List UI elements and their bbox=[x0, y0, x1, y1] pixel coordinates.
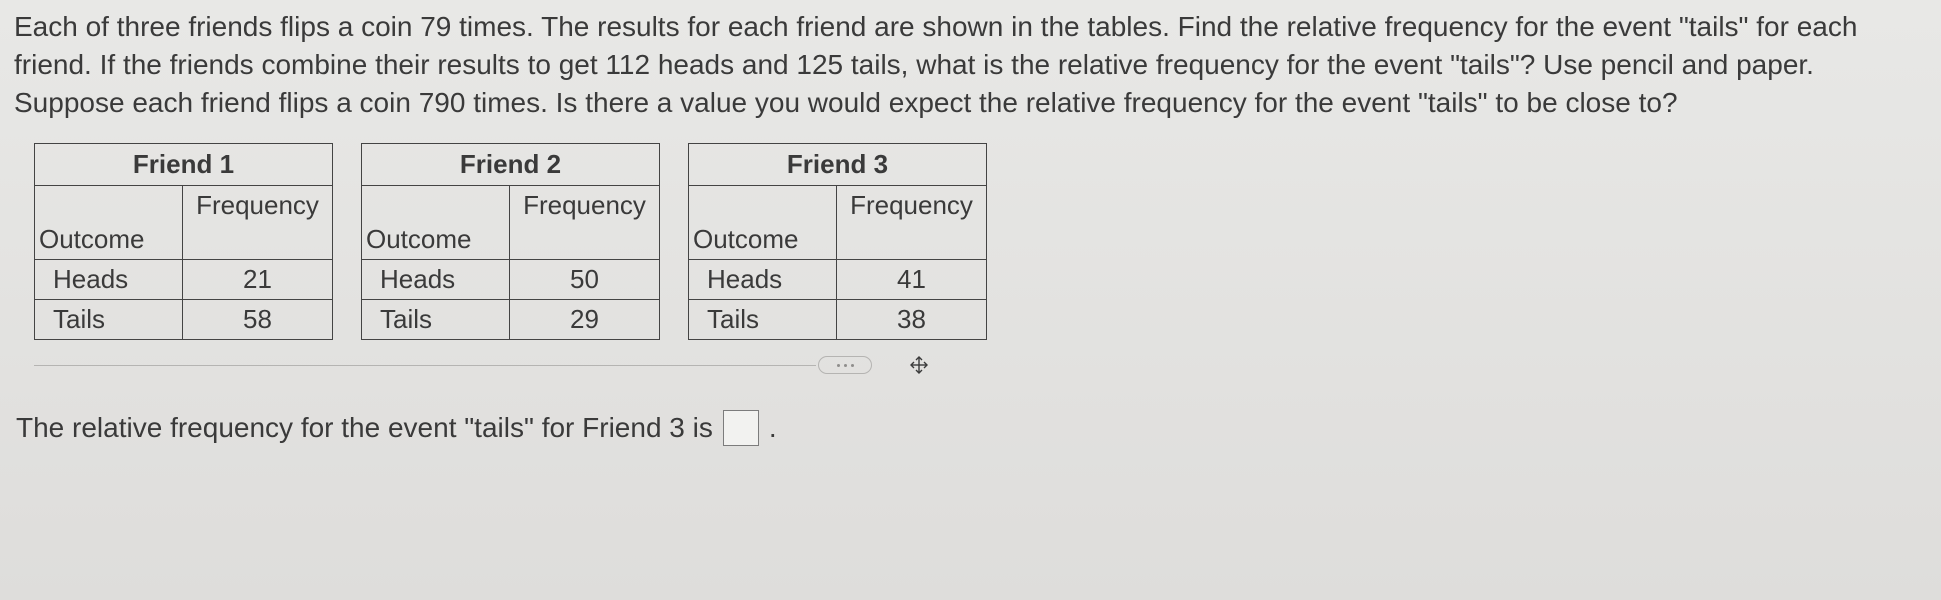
row-tails-label: Tails bbox=[35, 300, 183, 340]
friend-1-table: Friend 1 Outcome Frequency Heads 21 Tail… bbox=[34, 143, 333, 340]
friend-1-tails-value: 58 bbox=[183, 300, 333, 340]
frequency-header: Frequency bbox=[510, 186, 660, 260]
frequency-header: Frequency bbox=[183, 186, 333, 260]
answer-prompt-prefix: The relative frequency for the event "ta… bbox=[16, 412, 713, 444]
answer-prompt-suffix: . bbox=[769, 412, 777, 444]
friend-3-table: Friend 3 Outcome Frequency Heads 41 Tail… bbox=[688, 143, 987, 340]
friend-2-title: Friend 2 bbox=[362, 144, 660, 186]
question-text: Each of three friends flips a coin 79 ti… bbox=[0, 0, 1941, 139]
row-heads-label: Heads bbox=[689, 260, 837, 300]
outcome-header: Outcome bbox=[362, 186, 510, 260]
friend-3-title: Friend 3 bbox=[689, 144, 987, 186]
more-options-pill[interactable] bbox=[818, 356, 872, 374]
row-heads-label: Heads bbox=[35, 260, 183, 300]
friend-2-heads-value: 50 bbox=[510, 260, 660, 300]
answer-prompt-row: The relative frequency for the event "ta… bbox=[0, 376, 1941, 446]
move-icon[interactable] bbox=[908, 354, 930, 376]
divider-row bbox=[34, 354, 1901, 376]
row-tails-label: Tails bbox=[362, 300, 510, 340]
row-tails-label: Tails bbox=[689, 300, 837, 340]
friend-1-title: Friend 1 bbox=[35, 144, 333, 186]
friend-1-heads-value: 21 bbox=[183, 260, 333, 300]
divider-line bbox=[34, 365, 816, 366]
friend-3-tails-value: 38 bbox=[837, 300, 987, 340]
friend-2-table: Friend 2 Outcome Frequency Heads 50 Tail… bbox=[361, 143, 660, 340]
tables-container: Friend 1 Outcome Frequency Heads 21 Tail… bbox=[0, 139, 1941, 340]
row-heads-label: Heads bbox=[362, 260, 510, 300]
friend-2-tails-value: 29 bbox=[510, 300, 660, 340]
outcome-header: Outcome bbox=[689, 186, 837, 260]
friend-3-heads-value: 41 bbox=[837, 260, 987, 300]
frequency-header: Frequency bbox=[837, 186, 987, 260]
answer-input-box[interactable] bbox=[723, 410, 759, 446]
outcome-header: Outcome bbox=[35, 186, 183, 260]
